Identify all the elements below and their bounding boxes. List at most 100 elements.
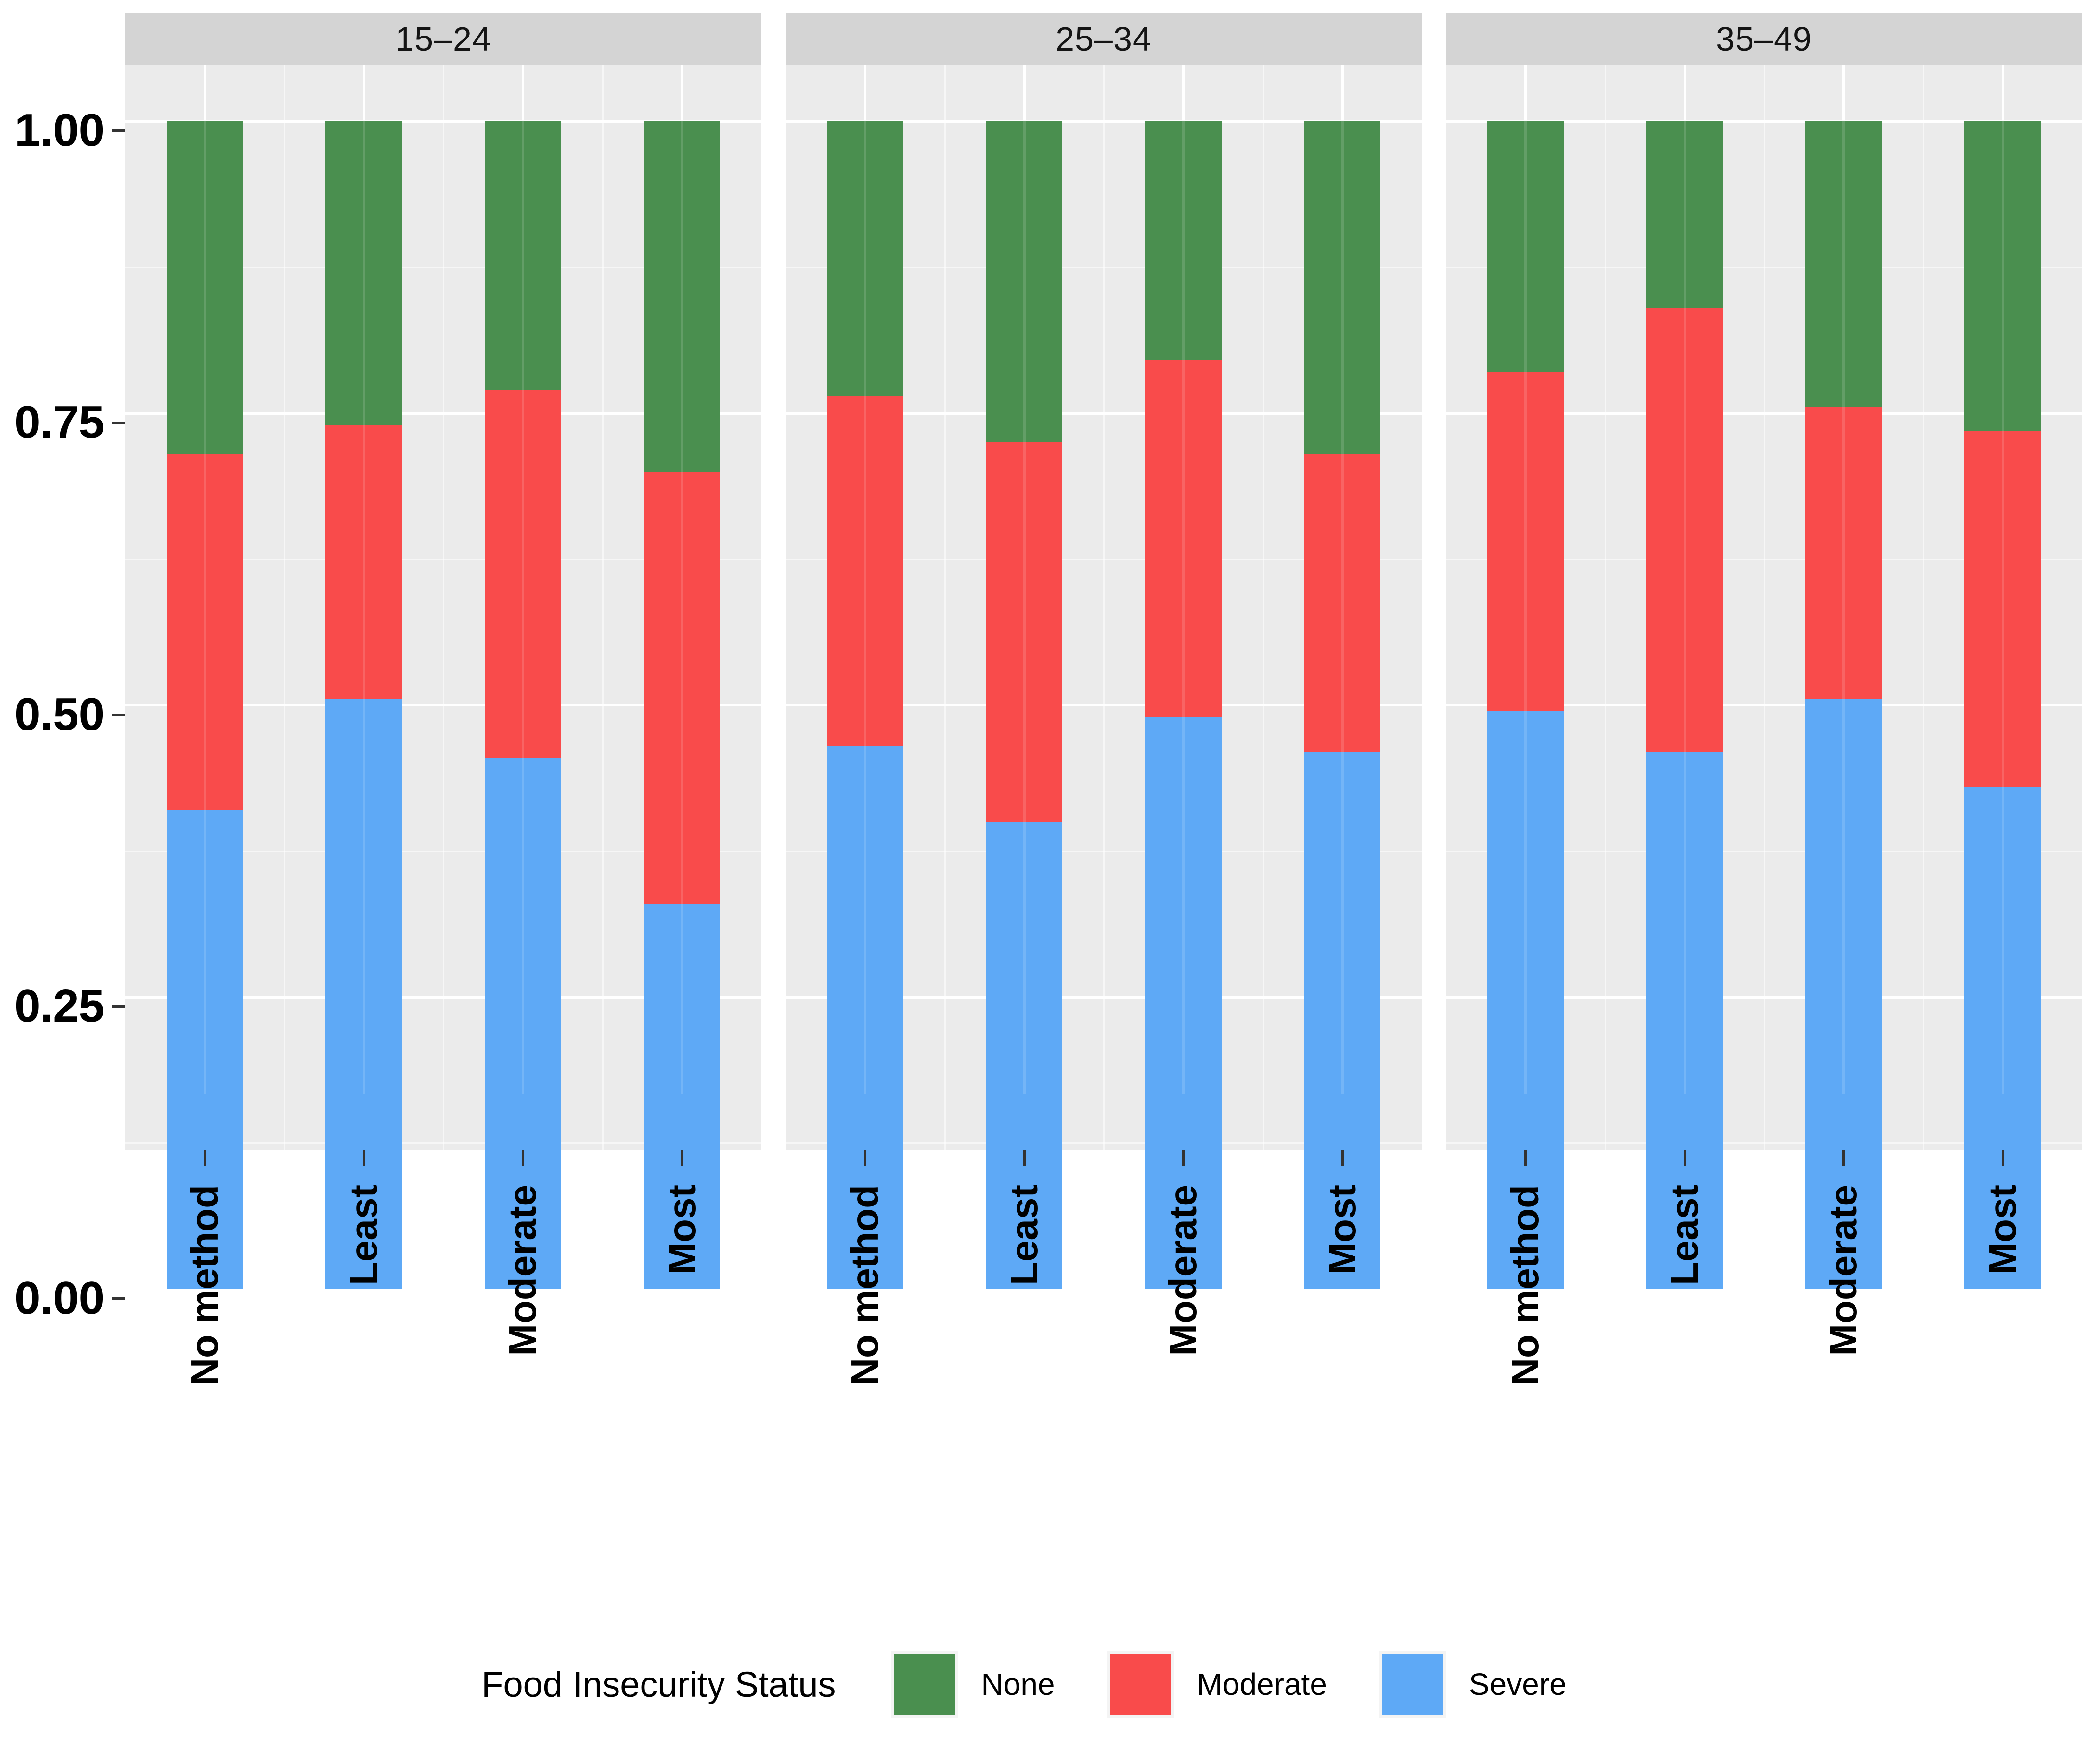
- bar-segment-severe: [826, 746, 903, 1289]
- legend-swatch-severe: [1379, 1651, 1446, 1718]
- gridline-minor-vertical: [1604, 64, 1606, 1151]
- bar-segment-moderate: [1964, 430, 2041, 787]
- bar-segment-moderate: [1646, 308, 1723, 752]
- bar-segment-severe: [1646, 752, 1723, 1289]
- bar-segment-severe: [1145, 717, 1222, 1289]
- bar-segment-none: [644, 121, 721, 472]
- stacked-bar-moderate: [1805, 65, 1882, 1289]
- bar-center-gridline-overlay: [1524, 120, 1527, 1095]
- bar-segment-severe: [325, 699, 402, 1289]
- bar-segment-severe: [986, 822, 1063, 1289]
- facet-panel-3: 35–49 No method Least Moderate Most: [1446, 13, 2082, 1386]
- panel-body: [1446, 64, 2082, 1291]
- bar-segment-none: [1145, 121, 1222, 361]
- stacked-bar-most: [644, 65, 721, 1289]
- y-axis: 1.00 0.75 0.50 0.25 0.00: [0, 74, 125, 1354]
- bar-segment-severe: [1805, 699, 1882, 1289]
- x-axis: No method Least Moderate Most: [1446, 1150, 2082, 1386]
- facet-strip-label: 35–49: [1446, 13, 2082, 65]
- bar-center-gridline-overlay: [204, 120, 206, 1095]
- bar-segment-none: [986, 121, 1063, 443]
- bar-segment-none: [1964, 121, 2041, 431]
- x-axis-label-text: Moderate: [1822, 1185, 1865, 1356]
- bar-center-gridline-overlay: [1341, 120, 1344, 1095]
- x-axis: No method Least Moderate Most: [125, 1150, 761, 1386]
- panel-body: [786, 64, 1422, 1291]
- bar-segment-moderate: [325, 424, 402, 700]
- x-axis-label-text: No method: [183, 1185, 226, 1386]
- stacked-bar-moderate: [484, 65, 561, 1289]
- gridline-minor-vertical: [1103, 64, 1105, 1151]
- gridline-minor-vertical: [1764, 64, 1765, 1151]
- x-axis-label-text: Most: [1981, 1185, 2024, 1275]
- stacked-bar-least: [986, 65, 1063, 1289]
- bar-segment-moderate: [1805, 407, 1882, 700]
- bar-segment-moderate: [166, 454, 243, 810]
- legend-title: Food Insecurity Status: [481, 1664, 836, 1704]
- legend-swatch-moderate: [1107, 1651, 1174, 1718]
- bar-segment-severe: [1487, 711, 1564, 1289]
- bar-center-gridline-overlay: [522, 120, 525, 1095]
- y-tick-mark: [112, 1005, 125, 1008]
- x-tick-mark: [1341, 1150, 1344, 1166]
- stacked-bar-most: [1964, 65, 2041, 1289]
- gridline-minor-vertical: [283, 64, 285, 1151]
- y-tick-mark: [112, 1297, 125, 1300]
- legend-swatch-none: [891, 1651, 958, 1718]
- bar-segment-none: [1646, 121, 1723, 308]
- bar-center-gridline-overlay: [681, 120, 683, 1095]
- bar-segment-moderate: [986, 442, 1063, 822]
- facet-panels-row: 15–24 No method Least Moderate Most 25–34 No m…: [125, 13, 2082, 1386]
- gridline-minor-vertical: [1262, 64, 1264, 1151]
- x-axis-label-text: Least: [1002, 1185, 1045, 1286]
- bar-segment-severe: [1964, 787, 2041, 1289]
- legend-label: Moderate: [1197, 1667, 1327, 1702]
- gridline-major-horizontal: [1446, 1288, 2082, 1291]
- y-tick-label: 0.50: [14, 688, 104, 740]
- legend-label: Severe: [1469, 1667, 1567, 1702]
- bar-segment-severe: [1304, 752, 1381, 1289]
- x-axis: No method Least Moderate Most: [786, 1150, 1422, 1386]
- facet-panel-1: 15–24 No method Least Moderate Most: [125, 13, 761, 1386]
- stacked-bar-least: [325, 65, 402, 1289]
- x-axis-label-text: Most: [1320, 1185, 1364, 1275]
- legend-key-none: None: [891, 1651, 1107, 1718]
- y-tick-mark: [112, 421, 125, 424]
- stacked-bar-no-method: [826, 65, 903, 1289]
- gridline-minor-vertical: [1922, 64, 1924, 1151]
- bar-center-gridline-overlay: [1842, 120, 1845, 1095]
- x-tick-mark: [2001, 1150, 2004, 1166]
- panel-body: [125, 64, 761, 1291]
- x-tick-mark: [1023, 1150, 1026, 1166]
- x-axis-label-text: No method: [1504, 1185, 1547, 1386]
- bar-segment-none: [1304, 121, 1381, 454]
- facet-strip-label: 15–24: [125, 13, 761, 65]
- x-axis-label-text: Moderate: [501, 1185, 544, 1356]
- stacked-bar-most: [1304, 65, 1381, 1289]
- bar-segment-severe: [166, 810, 243, 1289]
- x-tick-mark: [522, 1150, 525, 1166]
- facet-strip-label: 25–34: [786, 13, 1422, 65]
- legend-key-moderate: Moderate: [1107, 1651, 1379, 1718]
- legend: Food Insecurity Status None Moderate Sever…: [0, 1634, 2100, 1735]
- x-axis-label-text: Most: [660, 1185, 703, 1275]
- x-axis-label-text: Least: [342, 1185, 385, 1286]
- stacked-bar-no-method: [166, 65, 243, 1289]
- x-tick-mark: [204, 1150, 206, 1166]
- x-tick-mark: [362, 1150, 365, 1166]
- bar-segment-none: [325, 121, 402, 425]
- x-axis-label-text: Least: [1662, 1185, 1706, 1286]
- gridline-major-horizontal: [125, 1288, 761, 1291]
- bar-segment-moderate: [1145, 360, 1222, 717]
- stacked-bar-moderate: [1145, 65, 1222, 1289]
- facet-panel-2: 25–34 No method Least Moderate Most: [786, 13, 1422, 1386]
- bar-segment-none: [484, 121, 561, 390]
- x-tick-mark: [1683, 1150, 1686, 1166]
- gridline-minor-vertical: [944, 64, 946, 1151]
- x-tick-mark: [681, 1150, 683, 1166]
- gridline-major-horizontal: [786, 1288, 1422, 1291]
- bar-segment-severe: [484, 757, 561, 1289]
- bar-center-gridline-overlay: [1023, 120, 1026, 1095]
- bar-center-gridline-overlay: [1182, 120, 1185, 1095]
